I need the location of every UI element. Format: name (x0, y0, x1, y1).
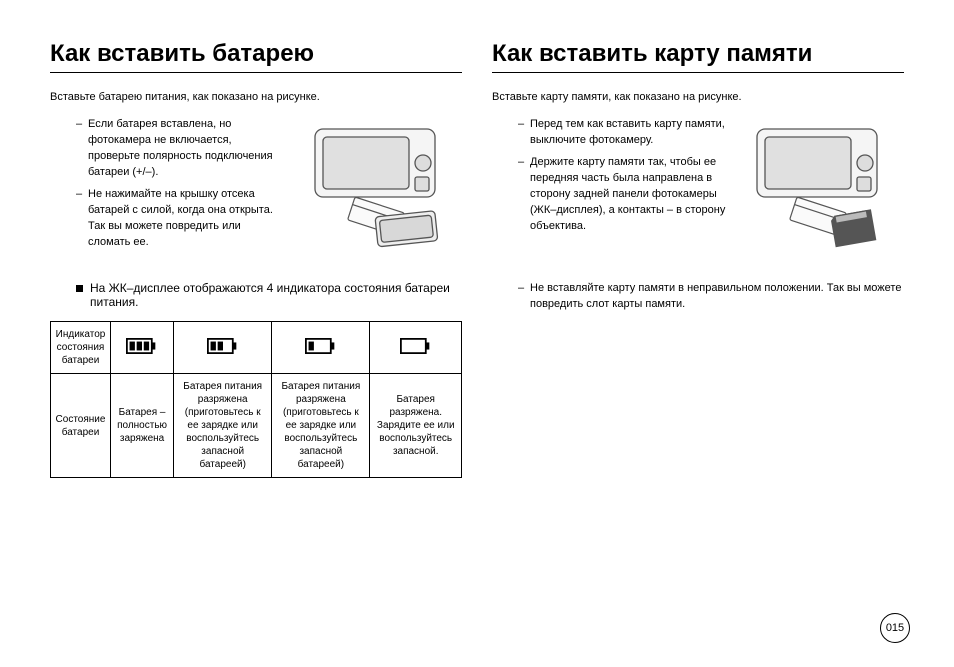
table-row-status: Состояние батареи Батарея – полностью за… (51, 374, 462, 478)
battery-icon-3 (111, 322, 174, 374)
status-cell-0: Батарея – полностью заряжена (111, 374, 174, 478)
left-bullets: Если батарея вставлена, но фотокамера не… (50, 117, 285, 257)
page-number: 015 (880, 613, 910, 643)
status-cell-2: Батарея питания разряжена (приготовьтесь… (272, 374, 370, 478)
right-intro: Вставьте карту памяти, как показано на р… (492, 91, 904, 103)
table-row-icons: Индикатор состояния батареи (51, 322, 462, 374)
battery-table: Индикатор состояния батареи Состояние ба… (50, 321, 462, 478)
right-full-bullets: Не вставляйте карту памяти в неправильно… (492, 281, 904, 313)
right-bullets: Перед тем как вставить карту памяти, вык… (492, 117, 727, 241)
right-top-row: Перед тем как вставить карту памяти, вык… (492, 117, 904, 257)
right-full-bullet-0: Не вставляйте карту памяти в неправильно… (492, 281, 904, 313)
left-column: Как вставить батарею Вставьте батарею пи… (50, 40, 462, 478)
status-cell-1: Батарея питания разряжена (приготовьтесь… (174, 374, 272, 478)
battery-illustration (297, 117, 462, 257)
right-bullet-1: Держите карту памяти так, чтобы ее перед… (518, 155, 727, 235)
row2-header: Состояние батареи (51, 374, 111, 478)
right-title: Как вставить карту памяти (492, 40, 904, 73)
right-bullet-0: Перед тем как вставить карту памяти, вык… (518, 117, 727, 149)
row1-header: Индикатор состояния батареи (51, 322, 111, 374)
left-title: Как вставить батарею (50, 40, 462, 73)
memory-card-illustration (739, 117, 904, 257)
left-top-row: Если батарея вставлена, но фотокамера не… (50, 117, 462, 257)
battery-icon-1 (272, 322, 370, 374)
battery-icon-0 (370, 322, 462, 374)
status-cell-3: Батарея разряжена. Зарядите ее или воспо… (370, 374, 462, 478)
left-bullet-1: Не нажимайте на крышку отсека батарей с … (76, 187, 285, 251)
left-bullet-0: Если батарея вставлена, но фотокамера не… (76, 117, 285, 181)
right-column: Как вставить карту памяти Вставьте карту… (492, 40, 904, 478)
left-intro: Вставьте батарею питания, как показано н… (50, 91, 462, 103)
battery-icon-2 (174, 322, 272, 374)
left-sub-note: На ЖК–дисплее отображаются 4 индикатора … (76, 281, 462, 309)
